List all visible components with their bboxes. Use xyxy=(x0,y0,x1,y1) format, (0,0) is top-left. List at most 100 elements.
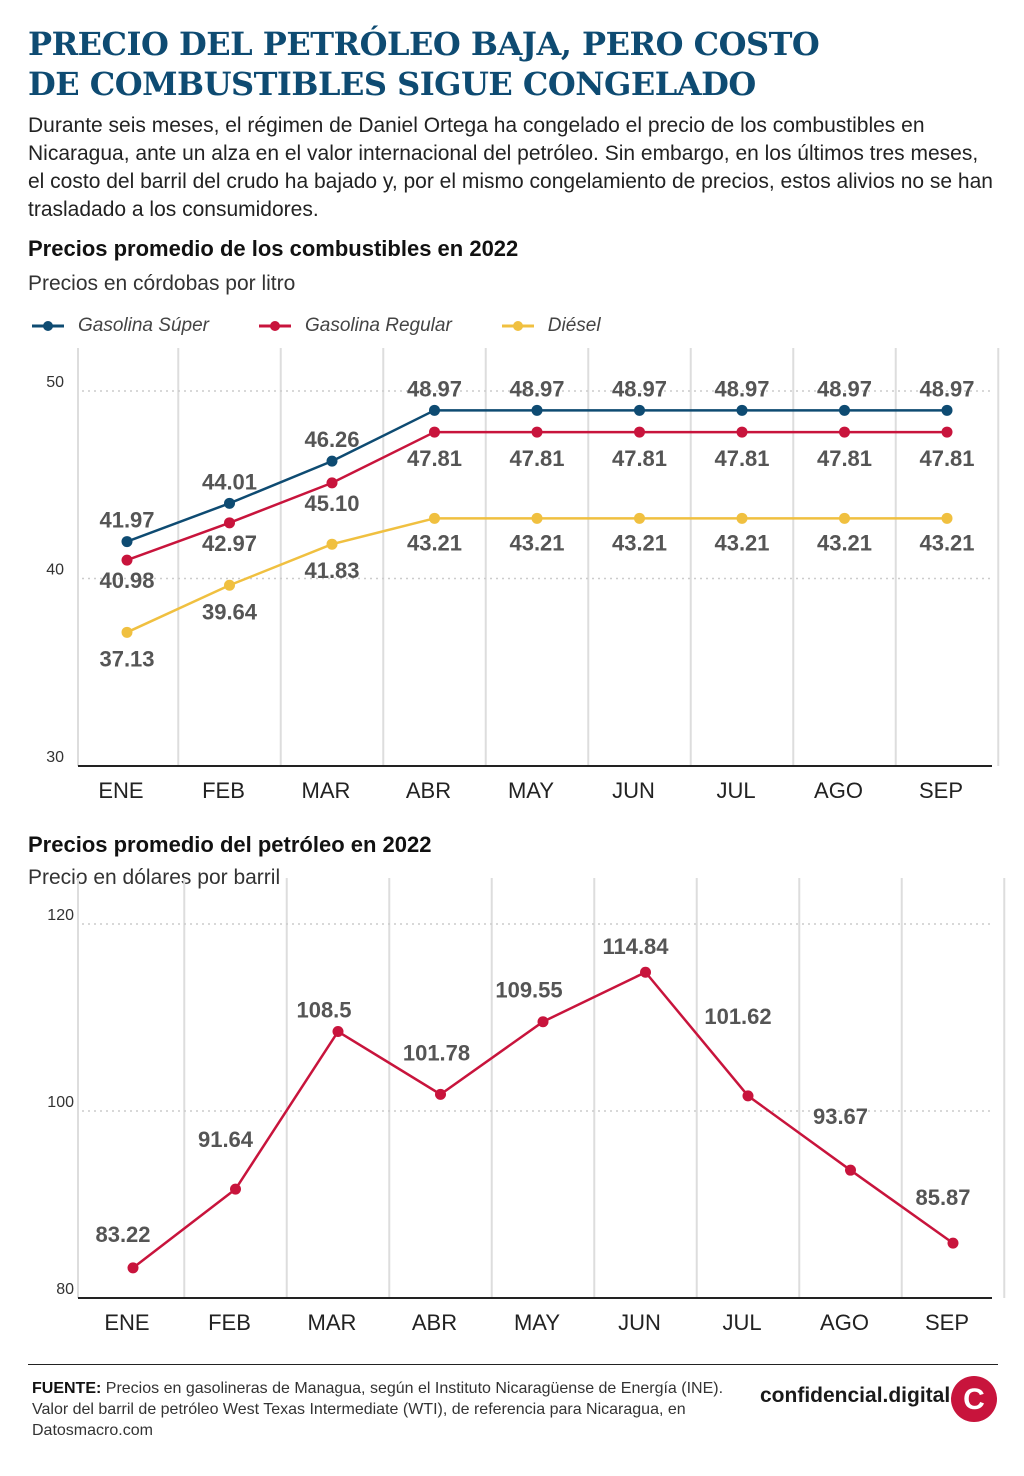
point-diesel xyxy=(326,538,338,550)
confidencial-logo-icon: C xyxy=(951,1376,997,1422)
value-label-regular: 47.81 xyxy=(407,446,462,471)
intro-paragraph: Durante seis meses, el régimen de Daniel… xyxy=(28,114,993,221)
point-super xyxy=(429,404,440,416)
y-tick-label: 120 xyxy=(47,907,74,924)
value-label-super: 41.97 xyxy=(99,508,154,533)
value-label-regular: 47.81 xyxy=(919,446,974,471)
point-diesel xyxy=(531,512,543,524)
value-label-oil: 101.62 xyxy=(704,1004,771,1029)
point-super xyxy=(121,536,133,548)
point-regular xyxy=(531,426,543,438)
value-label-diesel: 43.21 xyxy=(407,530,462,555)
value-label-regular: 42.97 xyxy=(202,531,257,556)
point-super xyxy=(326,455,338,467)
point-oil xyxy=(127,1262,139,1274)
x-tick-label: MAR xyxy=(308,1310,357,1335)
point-regular xyxy=(326,477,338,489)
value-label-diesel: 43.21 xyxy=(714,530,769,555)
point-regular xyxy=(941,426,953,438)
point-oil xyxy=(947,1237,959,1249)
x-tick-label: JUL xyxy=(722,1310,761,1335)
x-tick-label: AGO xyxy=(814,778,863,803)
point-super xyxy=(224,497,235,509)
logo-letter: C xyxy=(963,1383,985,1416)
point-diesel xyxy=(121,626,133,638)
point-super xyxy=(839,404,850,416)
value-label-regular: 47.81 xyxy=(817,446,872,471)
value-label-diesel: 43.21 xyxy=(509,530,564,555)
x-tick-label: MAY xyxy=(508,778,554,803)
legend-item-super: Gasolina Súper xyxy=(30,315,209,337)
value-label-oil: 101.78 xyxy=(403,1040,470,1065)
point-regular xyxy=(634,426,645,438)
point-diesel xyxy=(429,512,440,524)
point-super xyxy=(531,404,543,416)
value-label-super: 48.97 xyxy=(612,376,667,401)
point-oil xyxy=(537,1016,549,1028)
point-super xyxy=(634,404,645,416)
x-tick-label: JUN xyxy=(618,1310,661,1335)
value-label-oil: 114.84 xyxy=(602,934,669,959)
value-label-oil: 91.64 xyxy=(198,1127,254,1152)
point-diesel xyxy=(224,579,235,591)
legend-item-regular: Gasolina Regular xyxy=(257,315,452,337)
title-line-1: PRECIO DEL PETRÓLEO BAJA, PERO COSTO xyxy=(28,25,820,63)
value-label-regular: 40.98 xyxy=(99,568,154,593)
value-label-oil: 93.67 xyxy=(813,1104,868,1129)
page-title: PRECIO DEL PETRÓLEO BAJA, PERO COSTO DE … xyxy=(28,24,988,104)
value-label-oil: 109.55 xyxy=(495,978,562,1003)
y-tick-label: 80 xyxy=(56,1281,74,1298)
legend-label-super: Gasolina Súper xyxy=(78,315,209,336)
y-tick-label: 40 xyxy=(46,562,64,579)
value-label-regular: 45.10 xyxy=(304,491,359,516)
chart2-subtitle: Precio en dólares por barril xyxy=(28,866,281,889)
value-label-super: 46.26 xyxy=(304,427,359,452)
fuel-price-chart: 30 40 50 ENE FEB MAR ABR MAY JUN JUL AGO SEP 41.97 40… xyxy=(46,348,1000,803)
point-oil xyxy=(435,1088,446,1100)
value-label-super: 48.97 xyxy=(817,376,872,401)
x-tick-label: ABR xyxy=(406,778,451,803)
x-tick-label: ENE xyxy=(104,1310,149,1335)
y-tick-label: 30 xyxy=(46,749,64,766)
point-regular xyxy=(839,426,850,438)
value-label-super: 48.97 xyxy=(407,376,462,401)
value-label-diesel: 39.64 xyxy=(202,599,258,624)
value-label-regular: 47.81 xyxy=(509,446,564,471)
value-label-oil: 108.5 xyxy=(296,998,351,1023)
point-oil xyxy=(332,1026,344,1038)
point-regular xyxy=(736,426,748,438)
legend-label-regular: Gasolina Regular xyxy=(304,315,452,336)
source-label: FUENTE: xyxy=(32,1380,102,1397)
point-diesel xyxy=(736,512,748,524)
point-super xyxy=(941,404,953,416)
point-oil xyxy=(742,1090,754,1102)
chart1-subtitle: Precios en córdobas por litro xyxy=(28,272,296,295)
value-label-super: 48.97 xyxy=(509,376,564,401)
chart1-title: Precios promedio de los combustibles en … xyxy=(28,236,519,261)
value-label-diesel: 41.83 xyxy=(304,558,359,583)
brand-name: confidencial.digital xyxy=(760,1384,951,1407)
point-super xyxy=(736,404,748,416)
x-tick-label: FEB xyxy=(208,1310,251,1335)
point-regular xyxy=(121,554,133,566)
source-text: Precios en gasolineras de Managua, según… xyxy=(32,1380,724,1439)
x-tick-label: JUL xyxy=(716,778,755,803)
x-tick-label: SEP xyxy=(919,778,963,803)
title-line-2: DE COMBUSTIBLES SIGUE CONGELADO xyxy=(28,65,756,103)
legend-label-diesel: Diésel xyxy=(547,315,601,336)
value-label-diesel: 43.21 xyxy=(817,530,872,555)
value-label-super: 48.97 xyxy=(919,376,974,401)
point-regular xyxy=(429,426,440,438)
point-regular xyxy=(224,517,235,529)
value-label-regular: 47.81 xyxy=(612,446,667,471)
value-label-super: 48.97 xyxy=(714,376,769,401)
chart2-title: Precios promedio del petróleo en 2022 xyxy=(28,832,432,857)
value-label-diesel: 43.21 xyxy=(612,530,667,555)
point-oil xyxy=(230,1183,241,1195)
x-tick-label: SEP xyxy=(925,1310,969,1335)
value-label-diesel: 43.21 xyxy=(919,530,974,555)
oil-price-chart: 80 100 120 ENE FEB MAR ABR MAY JUN JUL AGO SEP 83.22… xyxy=(47,878,1006,1335)
point-diesel xyxy=(634,512,645,524)
y-tick-label: 50 xyxy=(46,374,64,391)
chart1-legend: Gasolina Súper Gasolina Regular Diésel xyxy=(30,312,649,340)
